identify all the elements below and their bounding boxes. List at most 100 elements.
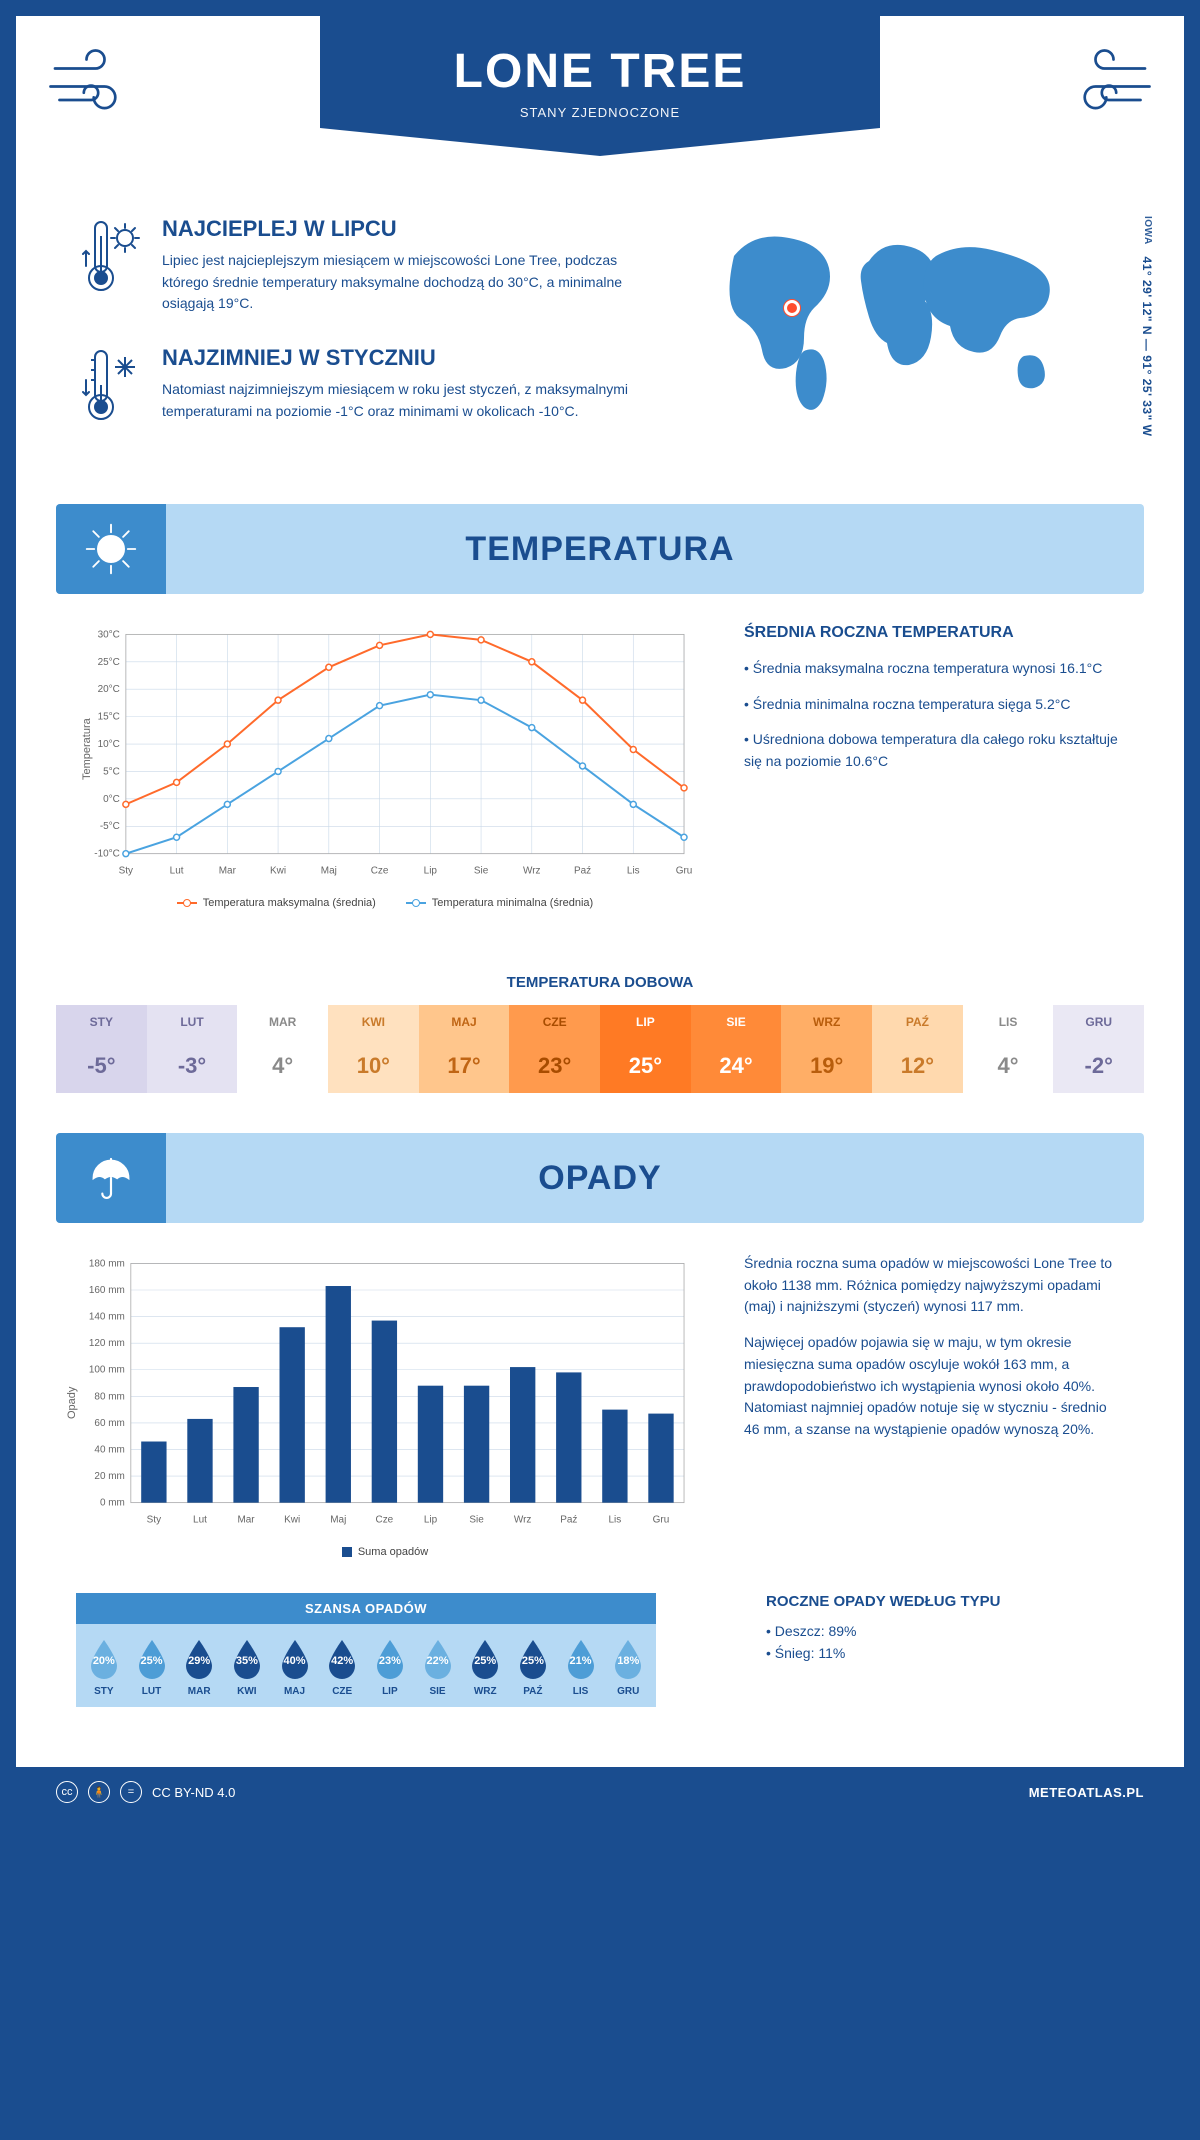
coldest-body: Natomiast najzimniejszym miesiącem w rok…	[162, 379, 664, 422]
coordinates: IOWA 41° 29' 12" N — 91° 25' 33" W	[1140, 216, 1154, 436]
svg-text:180 mm: 180 mm	[89, 1258, 125, 1269]
temperature-line-chart: Temperatura -10°C-5°C0°C5°C10°C15°C20°C2…	[76, 624, 694, 924]
svg-text:Sie: Sie	[474, 866, 489, 877]
svg-text:Paź: Paź	[560, 1515, 577, 1526]
svg-text:120 mm: 120 mm	[89, 1338, 125, 1349]
by-icon: 🧍	[88, 1781, 110, 1803]
svg-text:-5°C: -5°C	[100, 821, 120, 832]
chart-legend: Temperatura maksymalna (średnia) Tempera…	[76, 897, 694, 909]
chance-cell: 29%MAR	[175, 1638, 223, 1697]
raindrop-icon: 23%	[373, 1638, 407, 1680]
chance-cell: 18%GRU	[604, 1638, 652, 1697]
chance-cell: 22%SIE	[414, 1638, 462, 1697]
site-name: METEOATLAS.PL	[1029, 1785, 1144, 1800]
chance-cell: 42%CZE	[318, 1638, 366, 1697]
svg-text:Sty: Sty	[119, 866, 133, 877]
chance-cell: 35%KWI	[223, 1638, 271, 1697]
svg-text:25°C: 25°C	[98, 657, 120, 668]
world-map-icon	[704, 216, 1084, 416]
raindrop-icon: 22%	[421, 1638, 455, 1680]
stats-heading: ŚREDNIA ROCZNA TEMPERATURA	[744, 624, 1124, 642]
chart-y-label: Opady	[66, 1387, 78, 1419]
svg-text:Cze: Cze	[371, 866, 389, 877]
section-title: OPADY	[538, 1159, 661, 1198]
daily-cell: MAR4°	[237, 1005, 328, 1093]
type-snow: • Śnieg: 11%	[766, 1642, 1124, 1664]
svg-text:160 mm: 160 mm	[89, 1285, 125, 1296]
chance-cell: 25%LUT	[128, 1638, 176, 1697]
intro-section: NAJCIEPLEJ W LIPCU Lipiec jest najcieple…	[16, 196, 1184, 494]
svg-text:0 mm: 0 mm	[100, 1498, 125, 1509]
svg-text:Lis: Lis	[627, 866, 640, 877]
raindrop-icon: 29%	[182, 1638, 216, 1680]
raindrop-icon: 25%	[468, 1638, 502, 1680]
country-subtitle: STANY ZJEDNOCZONE	[320, 105, 880, 120]
chance-cell: 21%LIS	[557, 1638, 605, 1697]
svg-text:Maj: Maj	[321, 866, 337, 877]
svg-text:-10°C: -10°C	[94, 849, 120, 860]
svg-text:80 mm: 80 mm	[94, 1391, 124, 1402]
coldest-heading: NAJZIMNIEJ W STYCZNIU	[162, 345, 664, 371]
stat-line: • Średnia minimalna roczna temperatura s…	[744, 694, 1124, 716]
umbrella-icon	[56, 1133, 166, 1223]
daily-cell: KWI10°	[328, 1005, 419, 1093]
coords-value: 41° 29' 12" N — 91° 25' 33" W	[1140, 257, 1154, 437]
sun-icon	[56, 504, 166, 594]
stat-line: • Średnia maksymalna roczna temperatura …	[744, 658, 1124, 680]
svg-text:Sie: Sie	[469, 1515, 484, 1526]
svg-text:Lut: Lut	[193, 1515, 207, 1526]
hottest-body: Lipiec jest najcieplejszym miesiącem w m…	[162, 250, 664, 315]
svg-text:30°C: 30°C	[98, 629, 120, 640]
raindrop-icon: 40%	[278, 1638, 312, 1680]
precip-description: Średnia roczna suma opadów w miejscowośc…	[744, 1253, 1124, 1573]
svg-text:40 mm: 40 mm	[94, 1445, 124, 1456]
svg-text:Mar: Mar	[237, 1515, 255, 1526]
temperature-stats: ŚREDNIA ROCZNA TEMPERATURA • Średnia mak…	[744, 624, 1124, 924]
title-banner: LONE TREE STANY ZJEDNOCZONE	[320, 16, 880, 156]
cc-icon: cc	[56, 1781, 78, 1803]
svg-text:100 mm: 100 mm	[89, 1365, 125, 1376]
chance-cell: 25%WRZ	[461, 1638, 509, 1697]
temperature-banner: TEMPERATURA	[56, 504, 1144, 594]
temperature-row: Temperatura -10°C-5°C0°C5°C10°C15°C20°C2…	[16, 624, 1184, 954]
legend-min: Temperatura minimalna (średnia)	[432, 897, 593, 909]
daily-temp-strip: STY-5°LUT-3°MAR4°KWI10°MAJ17°CZE23°LIP25…	[56, 1005, 1144, 1093]
chance-cell: 40%MAJ	[271, 1638, 319, 1697]
precip-banner: OPADY	[56, 1133, 1144, 1223]
svg-text:20°C: 20°C	[98, 684, 120, 695]
raindrop-icon: 20%	[87, 1638, 121, 1680]
svg-text:Wrz: Wrz	[514, 1515, 532, 1526]
raindrop-icon: 25%	[516, 1638, 550, 1680]
svg-text:Kwi: Kwi	[270, 866, 286, 877]
precip-body: Średnia roczna suma opadów w miejscowośc…	[744, 1253, 1124, 1318]
footer: cc 🧍 = CC BY-ND 4.0 METEOATLAS.PL	[16, 1767, 1184, 1817]
svg-text:20 mm: 20 mm	[94, 1471, 124, 1482]
svg-text:Lut: Lut	[170, 866, 184, 877]
raindrop-icon: 25%	[135, 1638, 169, 1680]
hottest-block: NAJCIEPLEJ W LIPCU Lipiec jest najcieple…	[76, 216, 664, 315]
daily-cell: LIP25°	[600, 1005, 691, 1093]
city-title: LONE TREE	[320, 44, 880, 99]
svg-text:Paź: Paź	[574, 866, 591, 877]
svg-text:60 mm: 60 mm	[94, 1418, 124, 1429]
svg-text:Gru: Gru	[653, 1515, 670, 1526]
svg-text:Cze: Cze	[376, 1515, 394, 1526]
precip-body: Najwięcej opadów pojawia się w maju, w t…	[744, 1332, 1124, 1440]
raindrop-icon: 18%	[611, 1638, 645, 1680]
thermometer-hot-icon	[76, 216, 146, 315]
raindrop-icon: 42%	[325, 1638, 359, 1680]
precip-bar-chart: Opady 0 mm20 mm40 mm60 mm80 mm100 mm120 …	[76, 1253, 694, 1573]
svg-text:Mar: Mar	[219, 866, 237, 877]
daily-cell: PAŹ12°	[872, 1005, 963, 1093]
nd-icon: =	[120, 1781, 142, 1803]
daily-cell: CZE23°	[509, 1005, 600, 1093]
svg-text:5°C: 5°C	[103, 766, 120, 777]
wind-icon	[1064, 46, 1154, 128]
section-title: TEMPERATURA	[465, 530, 734, 569]
svg-text:15°C: 15°C	[98, 712, 120, 723]
type-heading: ROCZNE OPADY WEDŁUG TYPU	[766, 1593, 1124, 1610]
daily-cell: WRZ19°	[781, 1005, 872, 1093]
coldest-block: NAJZIMNIEJ W STYCZNIU Natomiast najzimni…	[76, 345, 664, 434]
location-marker-icon	[784, 300, 800, 316]
svg-text:140 mm: 140 mm	[89, 1312, 125, 1323]
